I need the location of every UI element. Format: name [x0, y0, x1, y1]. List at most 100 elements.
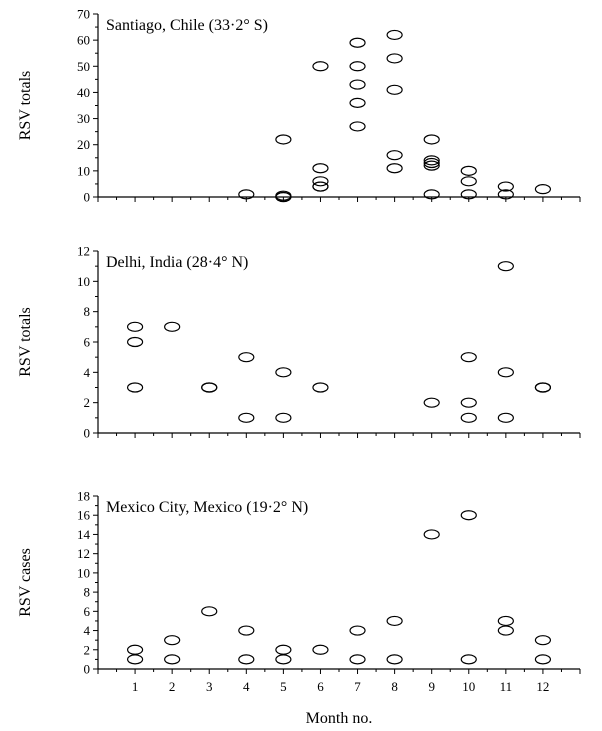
data-point	[497, 625, 514, 636]
data-point	[423, 397, 440, 408]
data-point	[349, 61, 366, 72]
data-point	[312, 181, 329, 192]
data-point	[312, 163, 329, 174]
data-point	[349, 97, 366, 108]
data-point	[423, 529, 440, 540]
data-point	[349, 79, 366, 90]
x-tick-label: 11	[500, 679, 513, 694]
data-point	[497, 615, 514, 627]
data-point	[423, 155, 440, 166]
x-tick-label: 3	[206, 679, 213, 694]
data-point	[126, 321, 144, 332]
y-tick-label: 30	[77, 111, 90, 126]
data-point	[349, 121, 366, 132]
y-tick-label: 0	[84, 190, 91, 205]
y-tick-label: 0	[84, 426, 91, 441]
data-point	[386, 84, 403, 95]
y-tick-label: 10	[77, 565, 90, 580]
data-point	[164, 321, 181, 332]
x-tick-label: 4	[243, 679, 250, 694]
data-point	[423, 189, 440, 200]
data-point	[460, 654, 477, 665]
data-point	[238, 625, 255, 636]
data-point	[349, 37, 366, 48]
data-point	[238, 654, 255, 665]
data-point	[386, 163, 403, 174]
data-point	[275, 412, 292, 423]
data-point	[275, 644, 292, 655]
y-tick-label: 2	[84, 395, 91, 410]
data-point	[275, 654, 292, 665]
data-point	[534, 654, 552, 665]
y-tick-label: 4	[84, 365, 91, 380]
x-tick-label: 1	[132, 679, 139, 694]
x-tick-label: 9	[428, 679, 435, 694]
data-point	[312, 644, 329, 655]
y-tick-label: 10	[77, 163, 90, 178]
data-point	[275, 367, 292, 378]
data-point	[534, 184, 552, 195]
x-tick-label: 10	[462, 679, 475, 694]
data-point	[312, 382, 329, 393]
y-tick-label: 8	[84, 304, 91, 319]
y-tick-label: 8	[84, 585, 91, 600]
data-point	[386, 615, 403, 627]
data-point	[275, 191, 292, 203]
x-tick-label: 12	[536, 679, 549, 694]
data-point	[164, 654, 181, 665]
y-tick-label: 16	[77, 508, 91, 523]
data-point	[126, 382, 144, 393]
data-point	[497, 412, 514, 423]
y-axis-title: RSV cases	[17, 548, 34, 617]
x-tick-label: 5	[280, 679, 287, 694]
panel-1: 0 10 20 30 40 50 60 70 Santiago, Chile (33·2° S)…	[17, 7, 581, 205]
data-point	[460, 412, 477, 423]
y-tick-label: 12	[77, 546, 90, 561]
data-point	[201, 382, 218, 393]
panel-title: Mexico City, Mexico (19·2° N)	[106, 499, 308, 516]
y-axis-title: RSV totals	[17, 71, 34, 141]
data-point	[126, 654, 144, 665]
data-point	[423, 160, 440, 171]
data-point	[386, 654, 403, 665]
y-tick-label: 6	[84, 604, 91, 619]
panel-title: Delhi, India (28·4° N)	[106, 254, 248, 271]
data-point	[460, 510, 477, 521]
y-tick-label: 60	[77, 33, 90, 48]
data-point	[238, 352, 255, 363]
data-point	[460, 352, 477, 363]
data-point	[349, 625, 366, 636]
y-tick-label: 14	[77, 527, 91, 542]
data-point	[460, 189, 477, 200]
x-axis-title: Month no.	[306, 710, 373, 727]
data-point	[423, 134, 440, 145]
data-point	[238, 412, 255, 423]
x-tick-label: 8	[391, 679, 398, 694]
data-point	[534, 635, 552, 646]
data-point	[423, 157, 440, 169]
data-point	[386, 29, 403, 41]
data-point	[238, 189, 255, 200]
y-tick-label: 6	[84, 335, 91, 350]
y-tick-label: 12	[77, 244, 90, 259]
x-tick-label: 7	[354, 679, 361, 694]
y-tick-label: 50	[77, 59, 90, 74]
data-point	[312, 61, 329, 72]
data-point	[126, 336, 144, 348]
y-tick-label: 18	[77, 489, 90, 504]
data-point	[386, 53, 403, 64]
y-tick-label: 2	[84, 642, 91, 657]
y-tick-label: 10	[77, 274, 90, 289]
y-tick-label: 40	[77, 85, 90, 100]
data-point	[164, 635, 181, 646]
data-point	[349, 654, 366, 665]
data-point	[386, 150, 403, 161]
data-point	[201, 606, 218, 617]
data-point	[497, 189, 514, 200]
data-point	[497, 181, 514, 192]
panel-title: Santiago, Chile (33·2° S)	[106, 17, 268, 34]
y-tick-label: 0	[84, 662, 91, 677]
y-tick-label: 20	[77, 137, 90, 152]
